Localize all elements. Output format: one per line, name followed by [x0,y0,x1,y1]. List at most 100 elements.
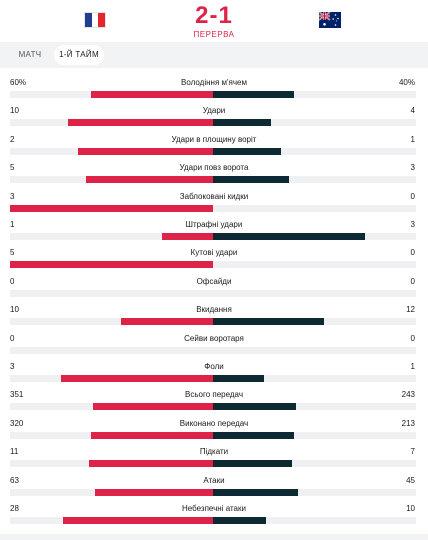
stat-row: 0 Сейви воротаря 0 [0,332,428,362]
away-bar [213,119,271,127]
stat-bar-track [10,460,416,468]
stat-label: Удари [202,106,226,116]
match-status: ПЕРЕРВА [193,30,235,39]
stat-bar-track [10,176,416,184]
stat-label: Сейви воротаря [184,333,244,343]
stat-bar-track [10,289,416,297]
home-bar [88,460,213,468]
stat-row: 5 Кутові удари 0 [0,246,428,276]
home-value: 11 [10,447,19,457]
stat-bar-track [10,318,416,326]
france-flag-icon [84,12,106,28]
away-bar [213,517,267,524]
stat-label: Штрафні удари [185,220,243,229]
away-value: 7 [410,447,415,457]
home-bar [10,204,213,212]
stat-bar-track [10,91,416,98]
stat-label: Підкати [199,447,229,457]
stat-label: Удари повз ворота [179,163,249,173]
stat-row: 10 Вкидання 12 [0,303,428,333]
stat-bar-track [10,403,416,411]
stat-label: Виконано передач [179,418,249,428]
home-value: 60% [10,78,27,87]
home-value: 3 [10,191,15,201]
stat-bar-track [10,517,416,524]
stat-label: Всього передач [185,390,243,400]
home-bar [94,488,213,496]
home-bar [120,318,213,326]
stat-bar-track [10,431,416,439]
stat-row: 28 Небезпечні атаки 10 [0,502,428,532]
stat-bar-track [10,204,416,212]
away-value: 1 [410,362,415,371]
stat-row: 3 Фоли 1 [0,360,428,390]
stat-label: Заблоковані кидки [179,191,249,201]
away-value: 0 [410,333,415,343]
home-value: 63 [10,475,19,485]
stat-label: Кутові удари [190,248,238,258]
stat-row: 3 Заблоковані кидки 0 [0,190,428,220]
stat-row: 5 Удари повз ворота 3 [0,161,428,191]
stat-row: 1 Штрафні удари 3 [0,218,428,248]
stat-row: 351 Всього передач 243 [0,388,428,418]
home-bar [63,517,213,524]
stat-label: Удари в площину воріт [171,134,257,144]
match-header: 2-1 ПЕРЕРВА [0,0,428,42]
stat-row: 320 Виконано передач 213 [0,417,428,447]
stat-bar-track [10,119,416,127]
stat-bar-track [10,488,416,496]
away-value: 4 [410,106,415,116]
match-score: 2-1 [195,2,233,29]
away-value: 12 [406,305,415,315]
australia-flag-icon [319,12,341,28]
bottom-strip [0,534,428,540]
away-value: 1 [410,134,415,144]
home-value: 0 [10,276,15,286]
stat-row: 0 Офсайди 0 [0,275,428,305]
away-value: 45 [406,475,415,485]
stat-label: Атаки [203,475,225,485]
stat-label: Володіння м'ячем [181,78,247,87]
home-bar [60,375,213,382]
away-bar [213,431,295,439]
tab-match[interactable]: МАТЧ [18,50,42,59]
home-bar [77,147,213,155]
home-value: 10 [10,106,19,116]
home-value: 10 [10,305,19,315]
away-value: 3 [410,220,415,229]
away-bar [213,403,297,411]
away-bar [213,375,264,382]
stat-bar-track [10,261,416,269]
home-bar [91,431,213,439]
home-value: 5 [10,163,15,173]
tab-first-half[interactable]: 1-Й ТАЙМ [54,45,104,65]
away-value: 0 [410,191,415,201]
stat-bar-track [10,147,416,155]
stat-label: Офсайди [196,276,232,286]
away-bar [213,233,366,240]
home-value: 320 [10,418,24,428]
away-value: 243 [401,390,415,400]
away-bar [213,147,281,155]
stat-bar-track [10,233,416,240]
home-value: 28 [10,504,19,513]
stat-bar-track [10,375,416,382]
home-value: 3 [10,362,15,371]
home-bar [162,233,213,240]
away-value: 3 [410,163,415,173]
away-bar [213,91,295,98]
stat-label: Фоли [204,362,224,371]
stat-bar-track [10,346,416,354]
away-bar [213,460,292,468]
away-value: 0 [410,248,415,258]
home-value: 2 [10,134,15,144]
home-bar [91,91,213,98]
home-bar [10,261,213,269]
away-bar [213,176,290,184]
stat-row: 63 Атаки 45 [0,474,428,504]
home-value: 5 [10,248,15,258]
home-value: 0 [10,333,15,343]
stat-label: Небезпечні атаки [182,504,246,513]
away-value: 213 [401,418,415,428]
away-bar [213,318,324,326]
